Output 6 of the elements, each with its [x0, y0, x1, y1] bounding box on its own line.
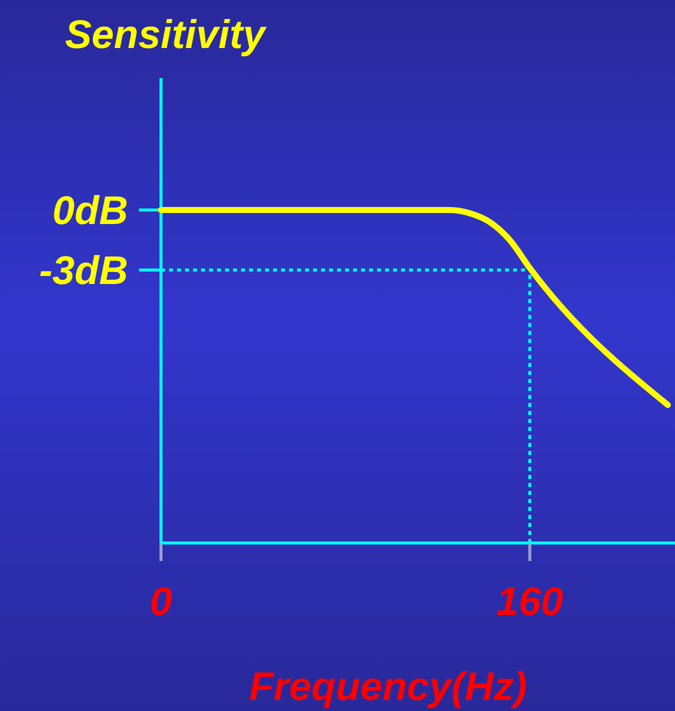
- y-tick-label: -3dB: [39, 249, 128, 293]
- x-tick-label: 160: [496, 580, 564, 624]
- x-axis-title: Frequency(Hz): [249, 665, 527, 709]
- x-tick-label: 0: [150, 580, 172, 624]
- y-axis-title: Sensitivity: [65, 13, 267, 57]
- y-tick-label: 0dB: [52, 189, 128, 233]
